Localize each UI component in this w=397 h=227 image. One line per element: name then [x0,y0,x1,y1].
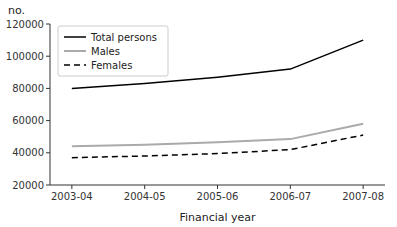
x-tick [217,185,218,189]
legend-label: Females [91,60,132,71]
legend-label: Males [91,46,120,57]
y-tick-label: 80000 [12,83,44,94]
y-tick-label: 20000 [12,180,44,191]
y-tick-label: 60000 [12,115,44,126]
legend: Total persons Males Females [58,26,168,76]
x-tick-label: 2006-07 [269,191,311,202]
y-tick-label: 120000 [6,19,44,30]
y-tick [46,152,50,153]
y-axis-line [50,24,51,185]
legend-frame [58,26,168,76]
series-line [72,40,363,88]
chart-container: 20000 40000 60000 80000 100000 120000 2003-04 2… [0,0,397,227]
legend-swatch [64,64,86,66]
x-tick-label: 2007-08 [342,191,384,202]
x-tick-label: 2003-04 [51,191,93,202]
x-tick-label: 2005-06 [197,191,239,202]
x-tick [71,185,72,189]
legend-swatch [64,50,86,52]
x-axis-label: Financial year [179,211,256,224]
legend-swatch [64,36,86,38]
y-tick-label: 40000 [12,147,44,158]
chart-svg: 20000 40000 60000 80000 100000 120000 2003-04 2… [0,0,397,227]
series-line [72,135,363,158]
y-tick [46,185,50,186]
y-tick [46,120,50,121]
y-tick [46,56,50,57]
y-tick [46,24,50,25]
y-tick [46,88,50,89]
y-tick-label: 100000 [6,51,44,62]
x-tick-label: 2004-05 [124,191,166,202]
y-axis-label: no. [8,4,25,17]
x-tick [290,185,291,189]
x-tick [363,185,364,189]
series-line [72,124,363,147]
legend-label: Total persons [90,32,157,43]
x-tick [144,185,145,189]
